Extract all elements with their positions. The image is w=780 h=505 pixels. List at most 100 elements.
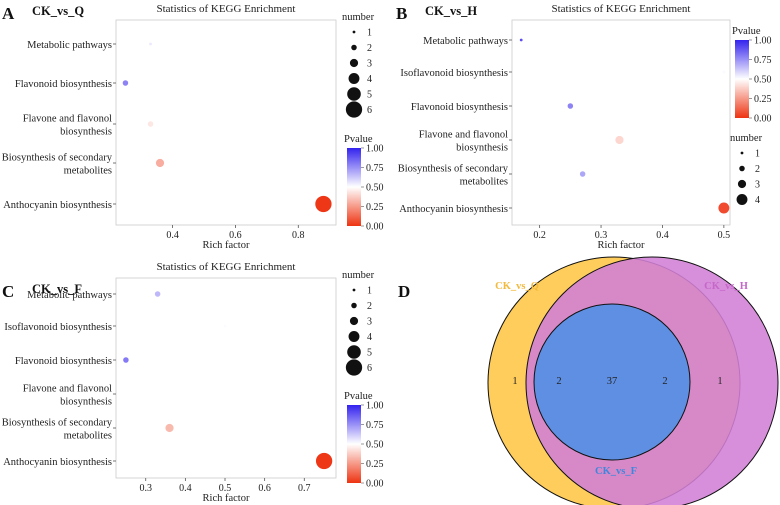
category-label: Anthocyanin biosynthesis [3, 200, 112, 211]
color-legend-label: 0.00 [754, 114, 772, 125]
data-point [123, 357, 129, 363]
category-label-line: Flavonoid biosynthesis [15, 356, 112, 367]
size-legend-label: 5 [367, 90, 372, 101]
category-label: Anthocyanin biosynthesis [399, 204, 508, 215]
category-label-line: Anthocyanin biosynthesis [399, 204, 508, 215]
size-legend-dot [351, 302, 357, 309]
size-legend-dot [347, 87, 361, 101]
category-label: Metabolic pathways [27, 40, 112, 51]
category-label: Flavone and flavonol biosynthesis [23, 114, 112, 138]
category-label-line: Biosynthesis of secondary [398, 164, 509, 175]
data-point [149, 42, 152, 46]
size-legend-dot [352, 30, 356, 34]
panel-b-kegg-chart: B CK_vs_H Statistics of KEGG Enrichment Met… [396, 3, 772, 251]
color-legend-label: 0.25 [366, 202, 384, 213]
data-point [147, 121, 154, 127]
size-legend-dot [352, 288, 356, 292]
category-label: Flavonoid biosynthesis [411, 102, 508, 113]
color-legend-label: 0.50 [366, 183, 384, 194]
venn-count-q-and-f: 2 [556, 376, 561, 387]
category-label-line: Isoflavonoid biosynthesis [4, 322, 112, 333]
size-legend-label: 4 [367, 332, 372, 343]
size-legend-label: 3 [367, 59, 372, 70]
color-legend-label: 0.25 [366, 459, 384, 470]
venn-set-ck-vs-f [533, 303, 691, 461]
venn-label-ck-vs-h: CK_vs_H [704, 281, 748, 292]
plot-frame [115, 277, 337, 479]
category-label: Flavonoid biosynthesis [15, 356, 112, 367]
category-label-line: metabolites [460, 177, 508, 188]
x-tick-label: 0.7 [298, 483, 311, 494]
data-point [579, 171, 586, 177]
data-point [223, 324, 227, 328]
size-legend-label: 2 [755, 164, 760, 175]
category-label: Isoflavonoid biosynthesis [400, 68, 508, 79]
x-tick-label: 0.5 [718, 230, 731, 241]
size-legend-dot [348, 331, 360, 342]
category-label-line: Flavonoid biosynthesis [15, 79, 112, 90]
x-tick-label: 0.4 [656, 230, 669, 241]
color-legend-label: 0.75 [366, 420, 384, 431]
size-legend-dot [349, 58, 359, 68]
category-label-line: Flavone and flavonol [23, 384, 112, 395]
size-legend-label: 2 [367, 301, 372, 312]
size-legend-dot [345, 101, 363, 118]
size-legend-dot [740, 151, 744, 155]
category-label-line: Flavone and flavonol [23, 114, 112, 125]
category-label-line: Isoflavonoid biosynthesis [400, 68, 508, 79]
size-legend-title: number [342, 270, 375, 281]
color-legend-label: 0.75 [754, 55, 772, 66]
panel-comparison-label: CK_vs_F [32, 282, 82, 296]
category-label-line: Flavonoid biosynthesis [411, 102, 508, 113]
x-axis-label: Rich factor [203, 240, 250, 251]
color-legend-label: 0.00 [366, 479, 384, 490]
panel-letter-d: D [398, 282, 410, 301]
data-point [155, 158, 165, 168]
color-legend-label: 1.00 [366, 401, 384, 412]
category-label: Metabolic pathways [423, 36, 508, 47]
data-point [165, 423, 174, 433]
venn-count-h-and-f: 2 [662, 376, 667, 387]
category-label-line: Metabolic pathways [27, 290, 112, 301]
data-point [615, 135, 624, 145]
venn-label-ck-vs-q: CK_vs_Q [495, 281, 539, 292]
color-legend-title: Pvalue [344, 134, 373, 145]
panel-letter-c: C [2, 282, 14, 301]
data-point [722, 70, 726, 74]
plot-frame [511, 19, 731, 226]
venn-count-only-h: 1 [717, 376, 722, 387]
data-point [122, 80, 129, 86]
x-tick-label: 0.4 [166, 230, 179, 241]
panel-c-kegg-chart: C CK_vs_F Statistics of KEGG Enrichment Met… [2, 261, 384, 504]
x-tick-label: 0.6 [229, 230, 242, 241]
category-label-line: Flavone and flavonol [419, 130, 508, 141]
size-legend-label: 3 [367, 317, 372, 328]
data-point [519, 38, 523, 42]
color-legend-label: 1.00 [366, 144, 384, 155]
size-legend-label: 1 [755, 149, 760, 160]
category-label: Flavone and flavonol biosynthesis [419, 130, 508, 154]
size-legend-label: 4 [755, 195, 760, 206]
x-tick-label: 0.5 [219, 483, 232, 494]
venn-label-ck-vs-f: CK_vs_F [595, 466, 637, 477]
category-label: Biosynthesis of secondary metabolites [398, 164, 509, 188]
panel-d-venn-diagram: D CK_vs_Q CK_vs_H CK_vs_F 1 2 37 2 1 [398, 256, 779, 505]
size-legend-label: 6 [367, 105, 372, 116]
panel-letter-b: B [396, 4, 407, 23]
color-legend-label: 0.00 [366, 222, 384, 233]
x-axis-label: Rich factor [598, 240, 645, 251]
chart-title: Statistics of KEGG Enrichment [156, 261, 295, 273]
category-label-line: metabolites [64, 166, 112, 177]
category-label-line: Anthocyanin biosynthesis [3, 457, 112, 468]
color-legend-bar [735, 40, 749, 118]
size-legend-label: 5 [367, 348, 372, 359]
category-label-line: Anthocyanin biosynthesis [3, 200, 112, 211]
x-tick-label: 0.4 [179, 483, 192, 494]
size-legend-dot [347, 345, 361, 359]
color-legend-label: 1.00 [754, 36, 772, 47]
size-legend-title: number [730, 133, 763, 144]
category-label: Flavone and flavonol biosynthesis [23, 384, 112, 408]
x-axis-label: Rich factor [203, 493, 250, 504]
x-tick-label: 0.8 [292, 230, 305, 241]
